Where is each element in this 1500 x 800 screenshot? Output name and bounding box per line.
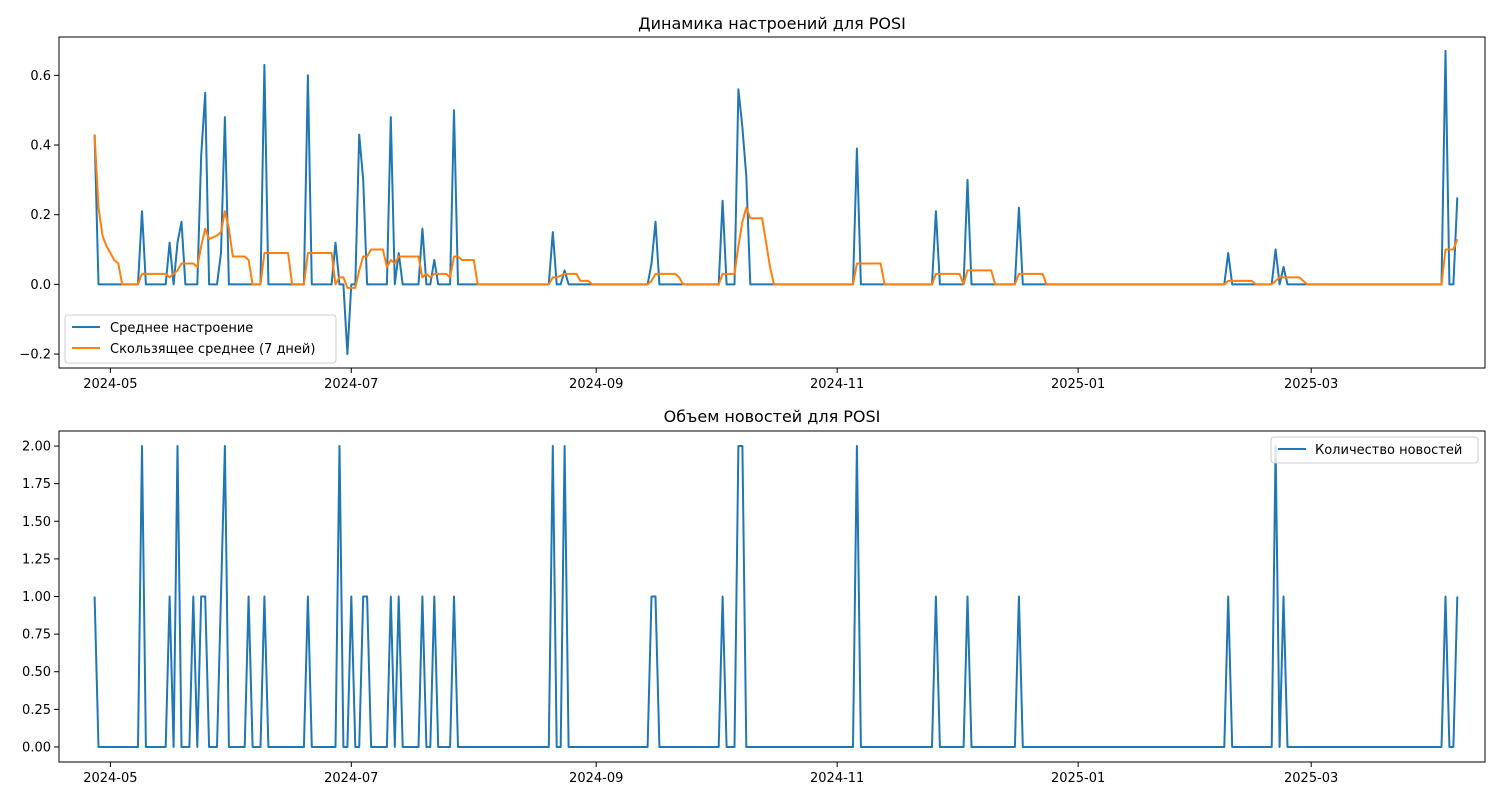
news-volume-y-tick-label: 0.50: [22, 665, 51, 680]
sentiment-y-tick-label: 0.0: [30, 278, 51, 293]
sentiment-y-tick-label: 0.6: [30, 69, 51, 84]
news-volume-chart: Объем новостей для POSI 2024-05 2024-07 20…: [22, 407, 1486, 786]
sentiment-x-tick-label: 2024-09: [569, 377, 623, 392]
news-volume-chart-title: Объем новостей для POSI: [664, 407, 881, 426]
news-volume-series-line-0: [93, 445, 1459, 748]
sentiment-x-tick-label: 2025-01: [1051, 377, 1105, 392]
news-volume-y-tick-label: 0.25: [22, 703, 51, 718]
news-volume-chart-legend: Количество новостей: [1270, 436, 1479, 464]
news-volume-x-tick-label: 2024-05: [83, 771, 137, 786]
sentiment-chart-axes-frame: [58, 36, 1486, 369]
news-volume-y-tick-label: 1.50: [22, 515, 51, 530]
sentiment-y-tick-label: −0.2: [19, 348, 51, 363]
sentiment-x-tick-label: 2024-07: [324, 377, 378, 392]
news-volume-y-tick-label: 1.00: [22, 590, 51, 605]
news-volume-x-tick-label: 2024-11: [810, 771, 864, 786]
news-volume-chart-series: [93, 445, 1459, 748]
sentiment-legend-label-mean: Среднее настроение: [110, 321, 253, 336]
sentiment-series-line-0: [93, 49, 1459, 356]
news-volume-legend-box: [1270, 436, 1479, 464]
news-volume-x-tick-label: 2024-07: [324, 771, 378, 786]
news-volume-legend-label: Количество новостей: [1315, 443, 1462, 458]
news-volume-y-tick-label: 2.00: [22, 440, 51, 455]
sentiment-chart-ticks: 2024-05 2024-07 2024-09 2024-11 2025-01 2025-…: [19, 69, 1338, 392]
news-volume-x-tick-label: 2025-03: [1284, 771, 1338, 786]
sentiment-chart-title: Динамика настроений для POSI: [638, 14, 906, 33]
sentiment-x-tick-label: 2024-05: [83, 377, 137, 392]
news-volume-y-tick-label: 1.25: [22, 552, 51, 567]
sentiment-chart-legend: Среднее настроение Скользящее среднее (7…: [64, 314, 337, 364]
sentiment-chart-series: [93, 49, 1459, 356]
sentiment-x-tick-label: 2025-03: [1284, 377, 1338, 392]
news-volume-y-tick-label: 0.75: [22, 628, 51, 643]
news-volume-y-tick-label: 1.75: [22, 477, 51, 492]
sentiment-legend-label-moving-average: Скользящее среднее (7 дней): [110, 342, 315, 357]
news-volume-x-tick-label: 2025-01: [1051, 771, 1105, 786]
news-volume-chart-ticks: 2024-05 2024-07 2024-09 2024-11 2025-01 2025-…: [22, 440, 1338, 786]
sentiment-y-tick-label: 0.2: [30, 208, 51, 223]
sentiment-legend-box: [64, 314, 337, 364]
sentiment-chart: Динамика настроений для POSI 2024-05 2024…: [19, 14, 1486, 392]
sentiment-x-tick-label: 2024-11: [810, 377, 864, 392]
news-volume-y-tick-label: 0.00: [22, 740, 51, 755]
news-volume-x-tick-label: 2024-09: [569, 771, 623, 786]
sentiment-series-line-1: [93, 134, 1459, 289]
sentiment-y-tick-label: 0.4: [30, 139, 51, 154]
news-volume-chart-axes-frame: [58, 430, 1486, 763]
